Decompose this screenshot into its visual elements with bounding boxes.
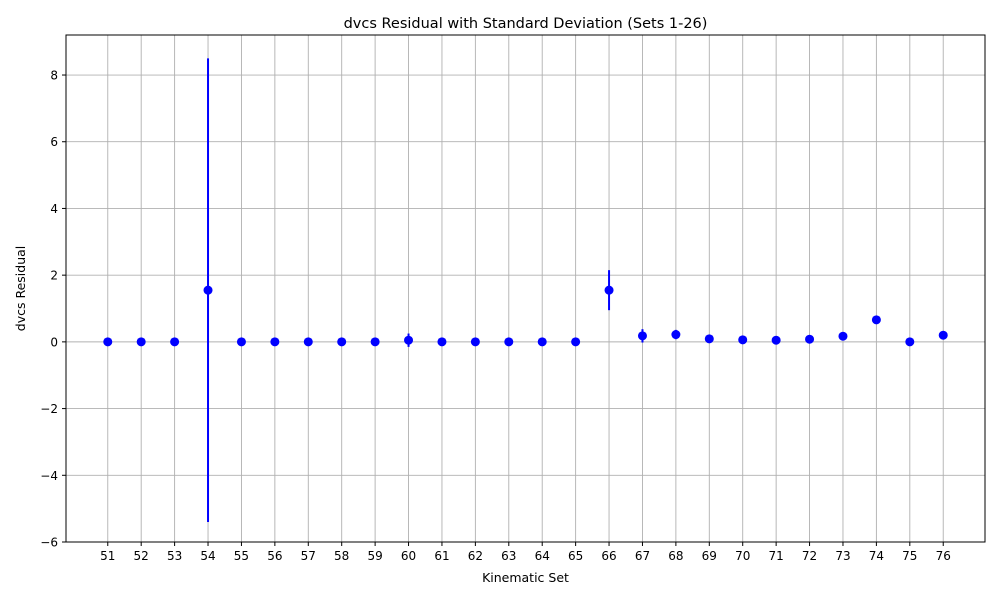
- data-point: [871, 315, 881, 325]
- data-points: [103, 285, 948, 347]
- plot-frame: [65, 34, 986, 543]
- x-axis-label: Kinematic Set: [482, 570, 569, 585]
- x-tick-label: 71: [768, 549, 783, 563]
- data-point: [637, 331, 647, 341]
- y-tick-label: 2: [50, 269, 58, 283]
- x-tick-label: 68: [668, 549, 683, 563]
- data-point: [437, 337, 447, 347]
- data-point: [805, 334, 815, 344]
- x-tick-label: 54: [200, 549, 215, 563]
- data-point: [303, 337, 313, 347]
- x-tick-label: 60: [401, 549, 416, 563]
- x-tick-label: 58: [334, 549, 349, 563]
- y-tick-label: 8: [50, 69, 58, 83]
- x-tick-label: 64: [535, 549, 550, 563]
- x-tick-label: 61: [434, 549, 449, 563]
- y-tick-label: −6: [40, 536, 58, 550]
- x-tick-label: 53: [167, 549, 182, 563]
- chart-title: dvcs Residual with Standard Deviation (S…: [344, 16, 708, 32]
- x-tick-label: 59: [367, 549, 382, 563]
- data-point: [537, 337, 547, 347]
- x-tick-label: 72: [802, 549, 817, 563]
- data-point: [771, 335, 781, 345]
- data-point: [470, 337, 480, 347]
- x-tick-label: 73: [835, 549, 850, 563]
- data-point: [704, 334, 714, 344]
- x-tick-label: 55: [234, 549, 249, 563]
- data-point: [738, 335, 748, 345]
- x-tick-label: 67: [635, 549, 650, 563]
- y-axis-label: dvcs Residual: [13, 246, 28, 331]
- x-tick-label: 69: [702, 549, 717, 563]
- x-tick-label: 52: [134, 549, 149, 563]
- data-point: [270, 337, 280, 347]
- y-tick-label: 6: [50, 135, 58, 149]
- data-point: [337, 337, 347, 347]
- error-bars: [106, 58, 945, 522]
- y-tick-label: 4: [50, 202, 58, 216]
- x-tick-label: 63: [501, 549, 516, 563]
- grid-lines: [66, 35, 985, 543]
- x-tick-label: 66: [601, 549, 616, 563]
- x-tick-label: 51: [100, 549, 115, 563]
- data-point: [103, 337, 113, 347]
- data-point: [203, 285, 213, 295]
- x-tick-label: 57: [301, 549, 316, 563]
- y-tick-label: 0: [50, 335, 58, 349]
- x-tick-label: 76: [936, 549, 951, 563]
- data-point: [170, 337, 180, 347]
- data-point: [938, 330, 948, 340]
- data-point: [136, 337, 146, 347]
- data-point: [671, 330, 681, 340]
- x-tick-label: 62: [468, 549, 483, 563]
- data-point: [838, 331, 848, 341]
- data-point: [905, 337, 915, 347]
- y-axis: −6 −4 −2 0 2 4 6 8: [40, 69, 66, 550]
- x-tick-label: 65: [568, 549, 583, 563]
- data-point: [370, 337, 380, 347]
- data-point: [604, 285, 614, 295]
- x-axis: 51 52 53 54 55 56 57 58 59 60 61 62 63 64 65 66 67 68 69 70…: [100, 542, 951, 563]
- x-tick-label: 75: [902, 549, 917, 563]
- data-point: [404, 335, 414, 345]
- x-tick-label: 56: [267, 549, 282, 563]
- x-tick-label: 74: [869, 549, 884, 563]
- data-point: [504, 337, 514, 347]
- data-point: [236, 337, 246, 347]
- data-point: [571, 337, 581, 347]
- x-tick-label: 70: [735, 549, 750, 563]
- y-tick-label: −4: [40, 469, 58, 483]
- y-tick-label: −2: [40, 402, 58, 416]
